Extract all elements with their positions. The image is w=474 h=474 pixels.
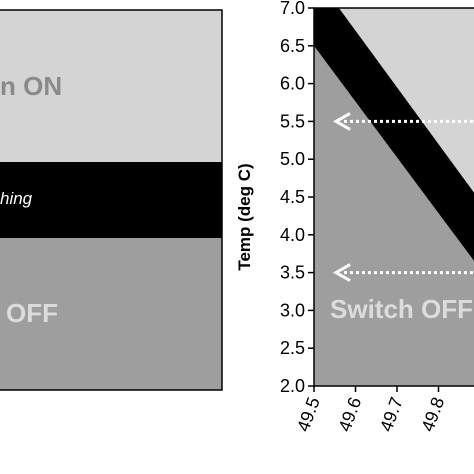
y-tick-label: 2.0	[280, 376, 305, 396]
y-tick-label: 6.5	[280, 36, 305, 56]
y-tick-label: 4.5	[280, 187, 305, 207]
y-tick-label: 5.0	[280, 149, 305, 169]
plot-area	[314, 8, 474, 386]
y-axis-title: Temp (deg C)	[235, 163, 254, 270]
dashed-arrow-head	[332, 263, 351, 282]
x-axis: 49.5 49.6 49.7 49.8	[293, 386, 448, 434]
y-tick-label: 4.0	[280, 225, 305, 245]
x-tick-label: 49.6	[334, 395, 365, 435]
left-panel-off-region	[0, 238, 222, 390]
arrow-group	[332, 112, 474, 282]
chart: Switch OFF 2.0 2.5 3.0 3.5 4.0 4.5 5.0 5.5 6.0 6.…	[235, 0, 474, 434]
x-tick-label: 49.7	[376, 395, 407, 435]
y-tick-label: 3.0	[280, 300, 305, 320]
y-tick-label: 6.0	[280, 74, 305, 94]
y-tick-label: 7.0	[280, 0, 305, 18]
switch-off-label: Switch OFF	[330, 294, 473, 324]
x-tick-label: 49.5	[293, 395, 324, 435]
x-tick-label: 49.8	[417, 395, 448, 435]
left-panel: n ON hing OFF	[0, 9, 223, 391]
left-panel-switching-band	[0, 162, 222, 238]
switch-on-region	[338, 8, 474, 193]
left-panel-on-label: n ON	[0, 71, 62, 101]
y-tick-label: 5.5	[280, 111, 305, 131]
left-panel-off-label: OFF	[6, 298, 58, 328]
y-axis: 2.0 2.5 3.0 3.5 4.0 4.5 5.0 5.5 6.0 6.5 7.0	[280, 0, 314, 396]
y-tick-label: 3.5	[280, 263, 305, 283]
left-panel-band-label: hing	[0, 189, 33, 208]
left-panel-on-region	[0, 10, 222, 162]
dashed-arrow-head	[332, 112, 351, 131]
y-tick-label: 2.5	[280, 338, 305, 358]
left-panel-frame	[0, 9, 223, 391]
